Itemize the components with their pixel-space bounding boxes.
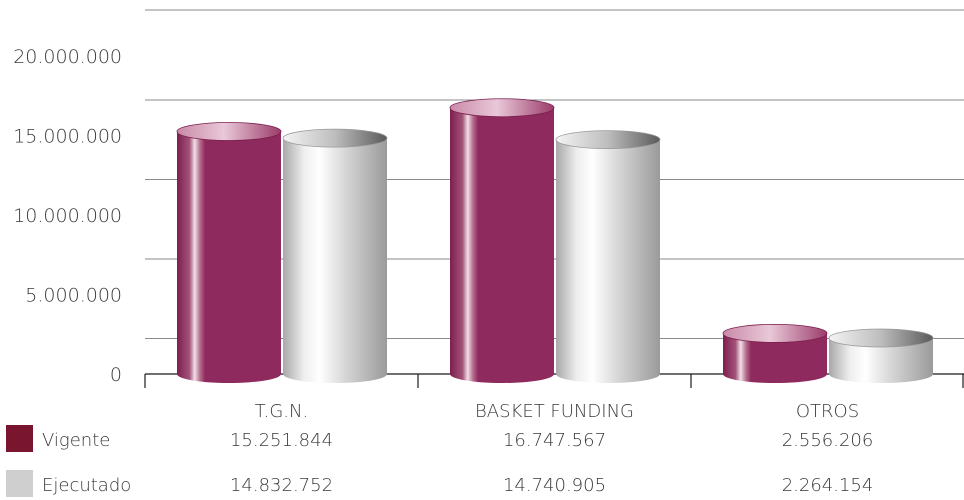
bar-top: [176, 122, 282, 141]
bar-body: [556, 139, 660, 383]
bar-body: [283, 138, 387, 383]
bar-top: [282, 128, 388, 148]
table-value: 16.747.567: [503, 430, 606, 451]
y-tick-label: 10.000.000: [13, 205, 122, 227]
y-tick-label: 5.000.000: [25, 285, 122, 307]
bar-body: [177, 131, 281, 383]
y-tick-label: 0: [110, 364, 122, 386]
bar-vigente-2: [449, 98, 555, 383]
bar-vigente-1: [176, 122, 282, 383]
bar-ejecutado-2: [555, 130, 661, 383]
category-label: OTROS: [796, 401, 859, 422]
category-label: T.G.N.: [255, 401, 308, 422]
table-value: 15.251.844: [230, 430, 333, 451]
bars: [176, 98, 934, 383]
legend-label-ejecutado: Ejecutado: [42, 475, 131, 496]
gridlines: [145, 9, 964, 339]
legend-swatch-vigente: [6, 425, 33, 452]
bar-ejecutado-1: [282, 128, 388, 383]
labels: 0 5.000.000 10.000.000 15.000.000 20.000.000…: [6, 46, 873, 497]
y-tick-label: 20.000.000: [13, 46, 122, 68]
table-value: 14.740.905: [503, 475, 606, 496]
bar-vigente-3: [722, 323, 828, 383]
bar-ejecutado-3: [828, 328, 934, 383]
bar-top: [828, 328, 934, 348]
table-value: 2.264.154: [782, 475, 874, 496]
category-label: BASKET FUNDING: [475, 401, 634, 422]
y-tick-label: 15.000.000: [13, 126, 122, 148]
axes: [144, 373, 964, 388]
bar-top: [555, 130, 661, 150]
bar-top: [722, 323, 828, 343]
legend-swatch-ejecutado: [6, 470, 33, 497]
bar-body: [829, 337, 933, 383]
bar-body: [450, 107, 554, 383]
bar-body: [723, 333, 827, 383]
table-value: 2.556.206: [782, 430, 874, 451]
legend-label-vigente: Vigente: [42, 430, 110, 451]
bar-top: [449, 98, 555, 118]
table-value: 14.832.752: [230, 475, 333, 496]
